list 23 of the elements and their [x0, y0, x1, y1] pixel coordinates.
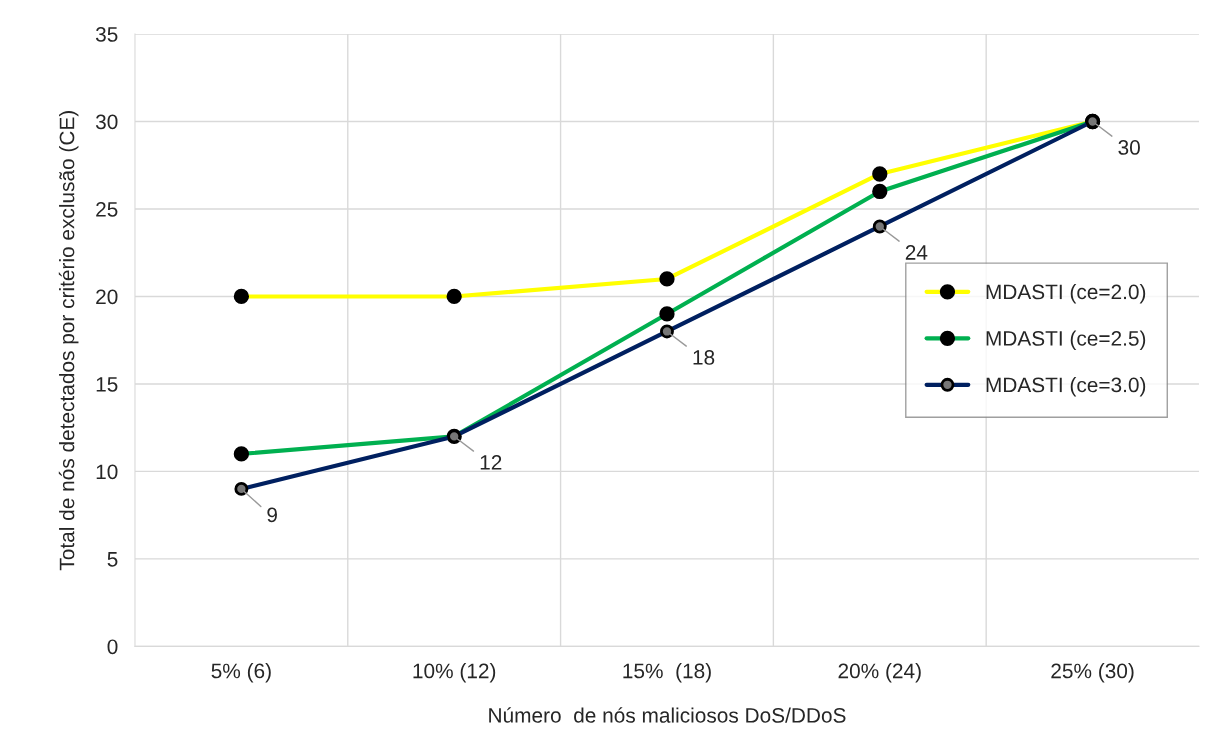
y-tick-label: 15: [96, 377, 118, 392]
x-tick-label: 20% (24): [838, 663, 921, 683]
data-label: 30: [1118, 140, 1140, 155]
data-label: 9: [267, 507, 277, 523]
x-axis-title: Número de nós maliciosos DoS/DDoS: [489, 707, 846, 723]
data-label: 12: [480, 455, 502, 470]
y-tick-label: 10: [96, 464, 118, 480]
legend-label: MDASTI (ce=3.0): [986, 376, 1146, 397]
y-tick-label: 30: [95, 114, 118, 130]
y-tick-label: 35: [95, 27, 118, 42]
y-tick-label: 20: [96, 289, 118, 305]
y-axis-title: Total de nós detectados por critério exclusão (CE): [58, 111, 79, 571]
data-label: 18: [693, 350, 715, 365]
x-tick-label: 25% (30): [1051, 663, 1134, 683]
x-tick-label: 10% (12): [413, 663, 496, 683]
y-tick-label: 0: [107, 639, 118, 655]
y-tick-label: 5: [107, 552, 118, 567]
legend-label: MDASTI (ce=2.5): [986, 330, 1146, 350]
legend-label: MDASTI (ce=2.0): [986, 283, 1146, 304]
x-tick-label: 15% (18): [623, 663, 711, 683]
x-tick-label: 5% (6): [211, 663, 271, 683]
data-label: 24: [905, 245, 928, 260]
y-tick-label: 25: [96, 201, 118, 217]
